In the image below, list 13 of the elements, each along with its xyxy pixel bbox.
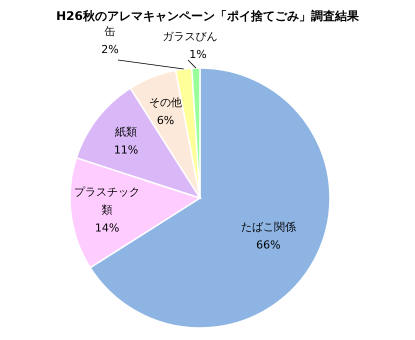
slice-label: その他 — [149, 96, 182, 109]
data-label: 11% — [114, 144, 138, 157]
slice-label: ガラスびん — [162, 30, 218, 43]
slice-label: 缶 — [104, 25, 116, 38]
slice-label: プラスチック類 — [74, 186, 140, 217]
data-label: 6% — [156, 114, 174, 127]
data-label: 14% — [94, 222, 120, 235]
data-label: 2% — [101, 43, 119, 56]
chart-title: H26秋のアレマキャンペーン「ポイ捨てごみ」調査結果 — [56, 9, 360, 23]
data-label: 66% — [256, 238, 281, 252]
data-label: 1% — [189, 48, 207, 61]
slice-label: たばこ関係 — [240, 220, 296, 234]
slice-label: 紙類 — [115, 126, 138, 139]
